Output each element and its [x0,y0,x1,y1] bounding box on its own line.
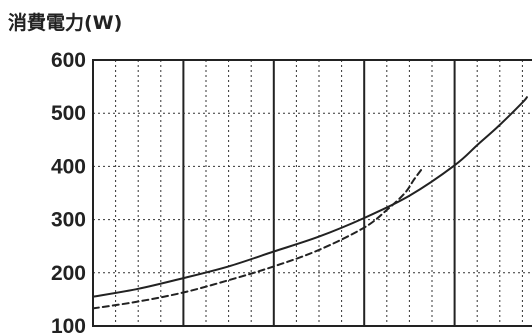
y-tick-label: 300 [51,209,86,232]
y-tick-label: 500 [51,102,86,125]
series-line-solid [92,96,528,298]
y-tick-label: 400 [51,155,86,178]
y-axis-title: 消費電力(W) [8,11,122,34]
plot-frame [92,59,532,327]
y-tick-label: 200 [51,262,86,285]
y-tick-label: 600 [51,49,86,72]
y-tick-label: 100 [51,315,86,336]
y-tick-labels: 600 500 400 300 200 100 [51,49,86,336]
series-line-dashed [92,166,424,310]
grid [93,60,532,326]
series-lines [92,96,528,310]
